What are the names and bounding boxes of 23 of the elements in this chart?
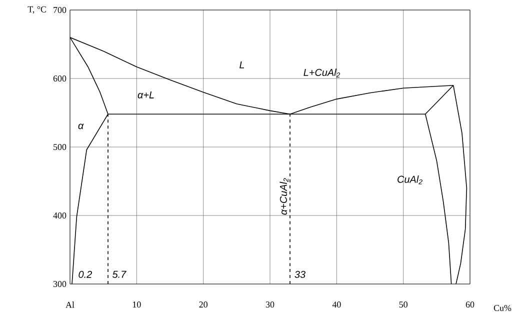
x-axis-title: Cu% bbox=[494, 304, 512, 312]
y-tick-label: 400 bbox=[53, 212, 66, 219]
x-tick-label: 50 bbox=[399, 302, 408, 308]
annotation: 5.7 bbox=[112, 270, 126, 278]
y-tick-label: 700 bbox=[54, 6, 66, 14]
x-tick-label: 40 bbox=[332, 302, 341, 308]
y-tick-label: 500 bbox=[54, 144, 66, 150]
annotation: L bbox=[240, 61, 244, 68]
y-axis-title: T, °C bbox=[28, 6, 46, 14]
x-tick-label: Al bbox=[66, 302, 74, 308]
x-tick-label: 30 bbox=[266, 302, 274, 308]
annotation: α bbox=[78, 124, 84, 130]
x-tick-label: 10 bbox=[132, 302, 141, 308]
annotation: α+L bbox=[138, 91, 154, 98]
annotation: 33 bbox=[294, 270, 306, 278]
y-tick-label: 300 bbox=[53, 280, 66, 288]
y-tick-label: 600 bbox=[53, 75, 66, 82]
annotation: L+CuAl$_{2}$ bbox=[304, 68, 340, 78]
annotation: CuAl$_{2}$ bbox=[398, 176, 422, 184]
annotation: α+CuAl$_{2}$ bbox=[280, 178, 288, 215]
x-tick-label: 20 bbox=[199, 302, 208, 308]
x-tick-label: 60 bbox=[466, 302, 474, 308]
annotation: 0.2 bbox=[78, 270, 92, 278]
